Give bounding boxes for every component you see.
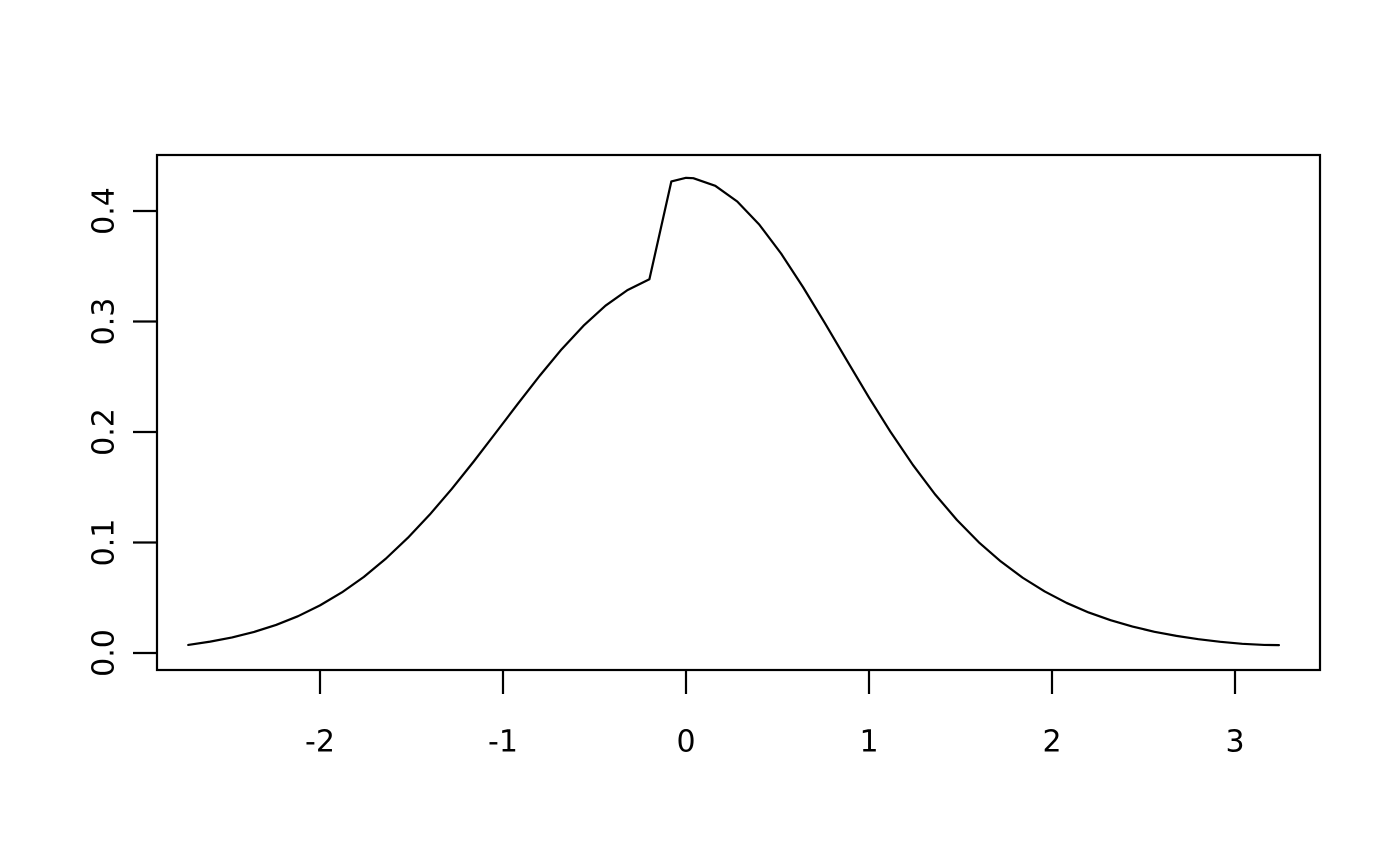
density-curve <box>187 176 1281 647</box>
y-axis-tick-label: 0.4 <box>87 187 122 235</box>
x-axis-tick-label: 0 <box>676 725 695 760</box>
y-axis-tick-label: 0.0 <box>87 629 122 677</box>
y-axis-tick-label: 0.2 <box>87 408 122 456</box>
x-axis: -2 -1 0 1 2 3 <box>305 670 1245 760</box>
x-axis-tick-label: 2 <box>1042 725 1061 760</box>
y-axis-tick-label: 0.1 <box>87 519 122 567</box>
plot-area-background <box>157 155 1320 670</box>
y-axis: 0.0 0.1 0.2 0.3 0.4 <box>87 187 157 677</box>
x-axis-tick-label: -1 <box>488 725 518 760</box>
x-axis-tick-label: 1 <box>859 725 878 760</box>
x-axis-tick-label: 3 <box>1225 725 1244 760</box>
plot-box-frame <box>155 153 1322 672</box>
x-axis-tick-label: -2 <box>305 725 335 760</box>
y-axis-tick-label: 0.3 <box>87 298 122 346</box>
